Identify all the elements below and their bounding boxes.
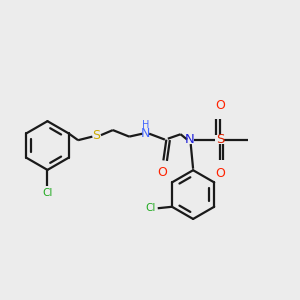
Text: S: S (216, 133, 224, 146)
Text: N: N (185, 133, 195, 146)
Text: S: S (92, 129, 101, 142)
Text: O: O (215, 99, 225, 112)
Text: O: O (157, 166, 167, 179)
Text: N: N (141, 127, 150, 140)
Text: Cl: Cl (146, 203, 156, 213)
Text: Cl: Cl (42, 188, 52, 198)
Text: H: H (142, 120, 150, 130)
Text: O: O (215, 167, 225, 180)
